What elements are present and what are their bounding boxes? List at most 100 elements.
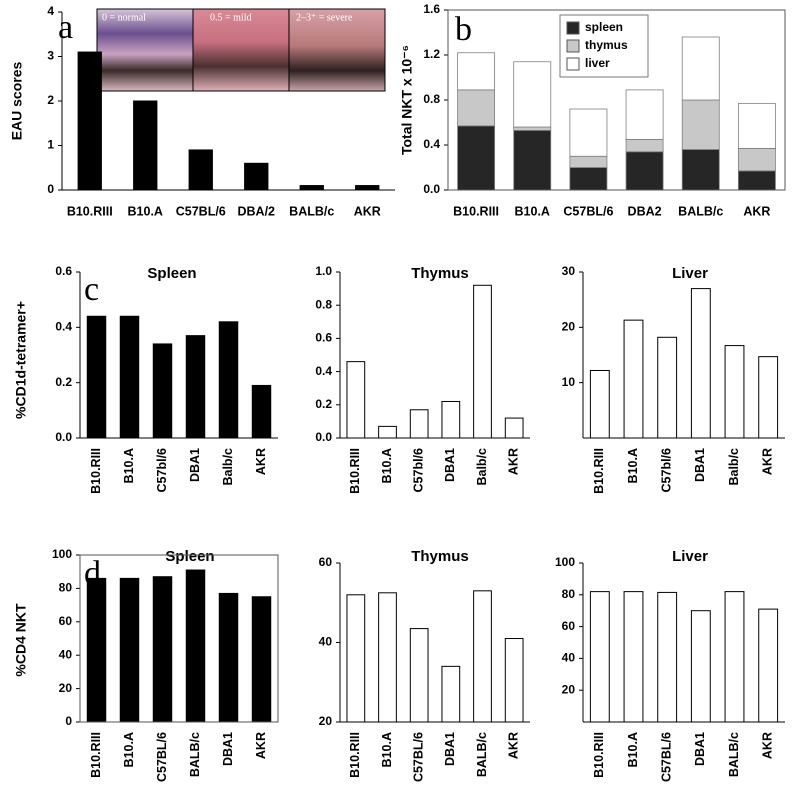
bar-segment	[569, 167, 608, 191]
image-label: 0.5 = mild	[210, 12, 251, 23]
bar	[409, 409, 429, 439]
bar	[251, 384, 272, 439]
chart-title: Liver	[672, 265, 708, 282]
y-axis-label: Total NKT x 10⁻⁶	[399, 45, 415, 155]
y-tick-label: 100	[52, 547, 72, 561]
bar	[185, 569, 206, 723]
y-tick-label: 0.2	[315, 397, 332, 411]
x-tick-label: C57BL/6	[659, 732, 673, 782]
bar	[504, 417, 524, 439]
bar	[758, 356, 779, 439]
x-tick-label: AKR	[354, 204, 381, 218]
chart-title: Spleen	[147, 265, 196, 282]
bar-segment	[625, 151, 664, 191]
bar-segment	[457, 125, 496, 191]
x-tick-label: B10.RIII	[453, 204, 499, 218]
y-tick-label: 0.4	[315, 364, 332, 378]
bar	[623, 591, 644, 723]
x-tick-label: BALB/c	[188, 732, 202, 777]
y-tick-label: 1.6	[423, 2, 440, 16]
legend-label: spleen	[585, 20, 623, 34]
y-tick-label: 1.2	[423, 47, 440, 61]
panel-letter: a	[58, 9, 73, 46]
bar	[589, 591, 610, 723]
bar-segment	[681, 99, 720, 150]
x-tick-label: C57BL/6	[411, 732, 425, 782]
histology-image	[288, 8, 386, 92]
y-axis-label: %CD1d-tetramer+	[13, 301, 29, 419]
x-tick-label: AKR	[506, 732, 520, 759]
histology-images: 0 = normal 0.5 = mild 2–3⁺ = severe	[96, 8, 386, 92]
bar	[355, 185, 380, 191]
x-tick-label: B10.A	[122, 732, 136, 767]
bar	[441, 665, 461, 723]
y-tick-label: 1	[47, 138, 54, 152]
bar-segment	[737, 102, 776, 149]
bar-segment	[569, 108, 608, 157]
bar	[77, 51, 102, 191]
y-tick-label: 10	[562, 375, 576, 389]
x-tick-label: C57BL/6	[563, 204, 613, 218]
y-tick-label: 40	[562, 651, 576, 665]
x-tick-label: DBA1	[693, 732, 707, 766]
y-tick-label: 80	[59, 581, 73, 595]
chart-panel: b Total NKT x 10⁻⁶ 0.0 0.4 0.8 1.2 1.6 B10.RIII…	[399, 2, 786, 218]
bar-segment	[457, 52, 496, 91]
x-tick-label: B10.RIII	[89, 732, 103, 778]
bar	[152, 576, 173, 723]
legend-swatch	[566, 57, 580, 71]
bar	[473, 284, 492, 439]
y-tick-label: 40	[59, 647, 73, 661]
y-tick-label: 60	[59, 614, 73, 628]
bar	[378, 425, 397, 439]
y-tick-label: 60	[319, 555, 333, 569]
y-tick-label: 2	[47, 93, 54, 107]
bar	[378, 592, 397, 723]
chart-panel: Liver 10 20 30 B10.RIII B10.A C57bl/6 DBA1 Balb/…	[562, 264, 785, 494]
bar	[86, 577, 107, 723]
chart-title: Liver	[672, 548, 708, 565]
bar-segment	[681, 149, 720, 191]
y-tick-label: 20	[562, 320, 576, 334]
x-tick-label: B10.A	[122, 448, 136, 483]
bar	[218, 592, 239, 723]
y-tick-label: 0.6	[55, 264, 72, 278]
bar	[473, 590, 492, 723]
x-tick-label: B10.RIII	[348, 448, 362, 494]
legend-label: thymus	[585, 38, 628, 52]
bar	[441, 400, 461, 439]
legend-swatch	[566, 21, 580, 35]
x-tick-label: B10.RIII	[89, 448, 103, 494]
x-tick-label: C57bl/6	[411, 448, 425, 493]
y-tick-label: 0.8	[315, 297, 332, 311]
chart-panel: Liver 20 40 60 80 100 B10.RIII B10.A C57BL/6 DBA1…	[555, 548, 785, 782]
x-tick-label: B10.A	[128, 204, 163, 218]
y-tick-label: 40	[319, 635, 333, 649]
bar	[133, 100, 158, 191]
chart-title: Thymus	[411, 265, 469, 282]
bar	[188, 149, 213, 191]
y-tick-label: 0	[47, 182, 54, 196]
x-tick-label: B10.A	[380, 448, 394, 483]
x-tick-label: C57bl/6	[155, 448, 169, 493]
y-tick-label: 20	[319, 714, 333, 728]
bar	[657, 336, 678, 439]
x-tick-label: B10.RIII	[67, 204, 113, 218]
bar	[119, 315, 140, 439]
chart-panel: Thymus 20 40 60 B10.RIII B10.A C57BL/6 DBA1 BALB…	[319, 548, 530, 782]
x-tick-label: Balb/c	[727, 448, 741, 486]
plot-frame	[79, 554, 279, 723]
bar-segment	[513, 126, 552, 131]
image-label: 2–3⁺ = severe	[296, 12, 353, 23]
x-tick-label: B10.RIII	[348, 732, 362, 778]
bar-segment	[569, 155, 608, 168]
x-tick-label: BALB/c	[289, 204, 334, 218]
histology-image	[96, 8, 194, 92]
y-tick-label: 0.0	[423, 182, 440, 196]
bar	[86, 315, 107, 439]
y-tick-label: 0.0	[55, 430, 72, 444]
bar	[346, 361, 366, 439]
bar	[758, 608, 779, 723]
